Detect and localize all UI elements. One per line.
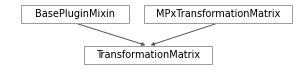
Text: TransformationMatrix: TransformationMatrix [96, 50, 200, 60]
Bar [21, 5, 129, 23]
Bar [144, 5, 292, 23]
Text: MPxTransformationMatrix: MPxTransformationMatrix [156, 9, 280, 19]
Bar [84, 46, 212, 64]
Text: BasePluginMixin: BasePluginMixin [35, 9, 115, 19]
